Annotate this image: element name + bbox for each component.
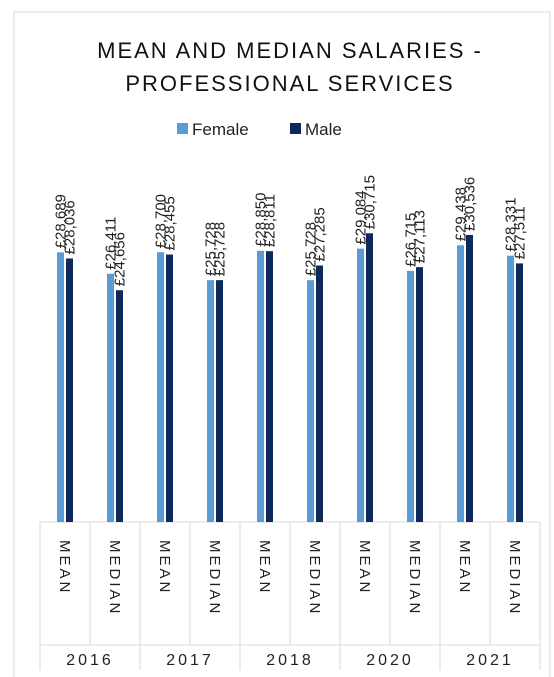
data-label: £25,728 [212,222,229,276]
bar [166,254,173,522]
group-label: 2017 [166,652,214,669]
legend-swatch [177,123,188,134]
data-label: £28,689 [53,194,70,248]
group-label: 2016 [66,652,114,669]
data-label: £28,850 [253,193,270,247]
category-label: MEAN [356,540,373,595]
bar [366,233,373,523]
data-label: £25,728 [203,222,220,276]
data-label: £25,728 [303,222,320,276]
group-label: 2021 [466,652,514,669]
data-label: £28,700 [153,194,170,248]
bar [507,255,514,522]
data-label: £26,715 [403,213,420,267]
data-label: £27,511 [512,206,529,259]
bar [107,273,114,522]
group-label: 2018 [266,652,314,669]
bar [407,270,414,522]
group-label: 2020 [366,652,414,669]
bar [157,252,164,522]
category-label: MEDIAN [506,540,523,616]
bar [457,245,464,522]
data-label: £26,411 [103,217,120,270]
data-label: £28,455 [162,196,179,250]
bar [316,265,323,522]
bar [416,267,423,522]
category-label: MEAN [156,540,173,595]
bar [266,251,273,522]
category-label: MEDIAN [406,540,423,616]
bar [257,250,264,522]
data-label: £29,438 [453,187,470,241]
chart-border [13,11,551,677]
category-label: MEAN [256,540,273,595]
bar [57,252,64,522]
category-label: MEDIAN [106,540,123,616]
bar [466,234,473,522]
data-label: £28,036 [62,200,79,254]
bar [357,248,364,522]
bar [116,290,123,522]
data-label: £28,811 [262,194,279,247]
category-label: MEDIAN [306,540,323,616]
bar [216,280,223,522]
data-label: £27,113 [412,210,429,263]
bar [307,280,314,522]
legend-label: Female [192,120,249,139]
chart-title: MEAN AND MEDIAN SALARIES - PROFESSIONAL … [97,38,483,96]
data-label: £30,536 [462,177,479,231]
data-label: £30,715 [362,175,379,229]
category-label: MEDIAN [206,540,223,616]
data-label: £29,084 [353,190,370,244]
bar [66,258,73,522]
data-label: £27,285 [312,207,329,261]
data-label: £24,656 [112,232,129,286]
category-label: MEAN [56,540,73,595]
data-label: £28,331 [503,197,520,251]
legend-label: Male [305,120,342,139]
legend-swatch [290,123,301,134]
category-label: MEAN [456,540,473,595]
bar [516,263,523,522]
bar [207,280,214,522]
